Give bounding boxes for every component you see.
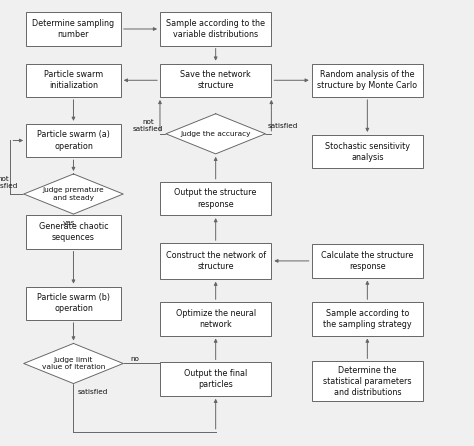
Text: Output the structure
response: Output the structure response (174, 188, 257, 209)
Text: Calculate the structure
response: Calculate the structure response (321, 251, 413, 271)
Text: satisfied: satisfied (77, 389, 108, 396)
Polygon shape (24, 343, 123, 384)
Text: satisfied: satisfied (268, 123, 298, 129)
FancyBboxPatch shape (160, 302, 271, 336)
Text: Judge premature
and steady: Judge premature and steady (43, 187, 104, 201)
FancyBboxPatch shape (160, 12, 271, 45)
FancyBboxPatch shape (26, 124, 121, 157)
FancyBboxPatch shape (311, 244, 423, 277)
Text: Random analysis of the
structure by Monte Carlo: Random analysis of the structure by Mont… (317, 70, 418, 91)
FancyBboxPatch shape (311, 361, 423, 401)
Text: Sample according to
the sampling strategy: Sample according to the sampling strateg… (323, 309, 411, 329)
Text: Particle swarm (b)
operation: Particle swarm (b) operation (37, 293, 110, 314)
Text: not
satisfied: not satisfied (0, 176, 18, 190)
Text: Generate chaotic
sequences: Generate chaotic sequences (39, 222, 108, 242)
Text: Save the network
structure: Save the network structure (180, 70, 251, 91)
Text: no: no (130, 356, 139, 362)
Text: Particle swarm
initialization: Particle swarm initialization (44, 70, 103, 91)
Text: Sample according to the
variable distributions: Sample according to the variable distrib… (166, 19, 265, 39)
FancyBboxPatch shape (26, 64, 121, 97)
Text: Output the final
particles: Output the final particles (184, 369, 247, 389)
Polygon shape (166, 114, 265, 154)
Text: Determine sampling
number: Determine sampling number (32, 19, 115, 39)
Text: Particle swarm (a)
operation: Particle swarm (a) operation (37, 130, 110, 151)
Text: not
satisfied: not satisfied (133, 119, 164, 132)
FancyBboxPatch shape (26, 215, 121, 249)
FancyBboxPatch shape (311, 64, 423, 97)
Text: Construct the network of
structure: Construct the network of structure (165, 251, 266, 271)
FancyBboxPatch shape (160, 182, 271, 215)
FancyBboxPatch shape (160, 362, 271, 396)
Polygon shape (24, 174, 123, 214)
Text: Judge the accuracy: Judge the accuracy (181, 131, 251, 137)
Text: Stochastic sensitivity
analysis: Stochastic sensitivity analysis (325, 141, 410, 162)
FancyBboxPatch shape (26, 286, 121, 320)
FancyBboxPatch shape (311, 135, 423, 168)
Text: Determine the
statistical parameters
and distributions: Determine the statistical parameters and… (323, 366, 411, 397)
Text: Optimize the neural
network: Optimize the neural network (175, 309, 256, 329)
FancyBboxPatch shape (160, 64, 271, 97)
Text: Judge limit
value of iteration: Judge limit value of iteration (42, 357, 105, 370)
FancyBboxPatch shape (160, 243, 271, 279)
FancyBboxPatch shape (311, 302, 423, 336)
FancyBboxPatch shape (26, 12, 121, 45)
Text: yes: yes (63, 220, 75, 226)
